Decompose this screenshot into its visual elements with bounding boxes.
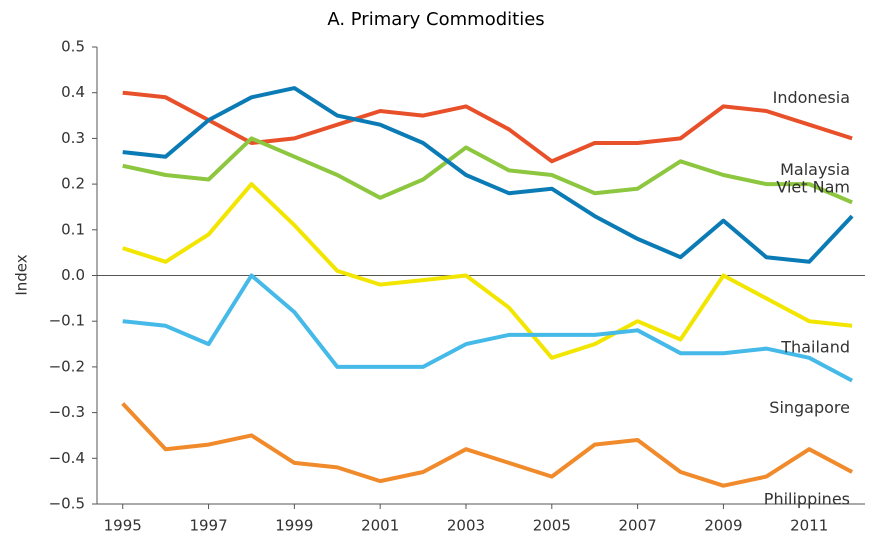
y-tick-label: 0.1	[61, 220, 85, 238]
y-axis-title: Index	[13, 254, 31, 295]
x-tick-label: 2003	[447, 517, 485, 535]
x-tick-label: 2011	[790, 517, 828, 535]
series-line	[122, 273, 854, 383]
x-tick-label: 2005	[533, 517, 571, 535]
y-tick-label: 0.0	[61, 266, 85, 284]
series-line	[122, 90, 853, 164]
series-line	[122, 136, 853, 205]
series-line	[122, 182, 853, 360]
x-tick-label: 2001	[361, 517, 399, 535]
y-tick-label: −0.2	[49, 357, 85, 375]
series-line	[121, 402, 854, 488]
y-tick-label: −0.5	[49, 495, 85, 513]
x-tick-label: 1999	[275, 517, 313, 535]
x-tick-label: 1995	[104, 517, 142, 535]
series-line	[122, 86, 854, 264]
series-label: Malaysia	[780, 160, 850, 179]
y-tick-label: −0.3	[49, 403, 85, 421]
y-tick-label: −0.1	[49, 312, 85, 330]
chart-title: A. Primary Commodities	[327, 9, 544, 30]
x-tick-label: 2007	[619, 517, 657, 535]
x-tick-label: 1997	[189, 517, 227, 535]
y-tick-label: −0.4	[49, 449, 85, 467]
y-tick-label: 0.4	[61, 83, 85, 101]
y-tick-label: 0.2	[61, 175, 85, 193]
series-label: Viet Nam	[776, 178, 850, 197]
series-label: Singapore	[769, 398, 850, 417]
y-tick-label: 0.5	[61, 38, 85, 56]
x-tick-label: 2009	[704, 517, 742, 535]
series-label: Indonesia	[773, 88, 850, 107]
series-label: Philippines	[764, 490, 850, 509]
y-tick-label: 0.3	[61, 129, 85, 147]
series-label: Thailand	[780, 337, 850, 356]
